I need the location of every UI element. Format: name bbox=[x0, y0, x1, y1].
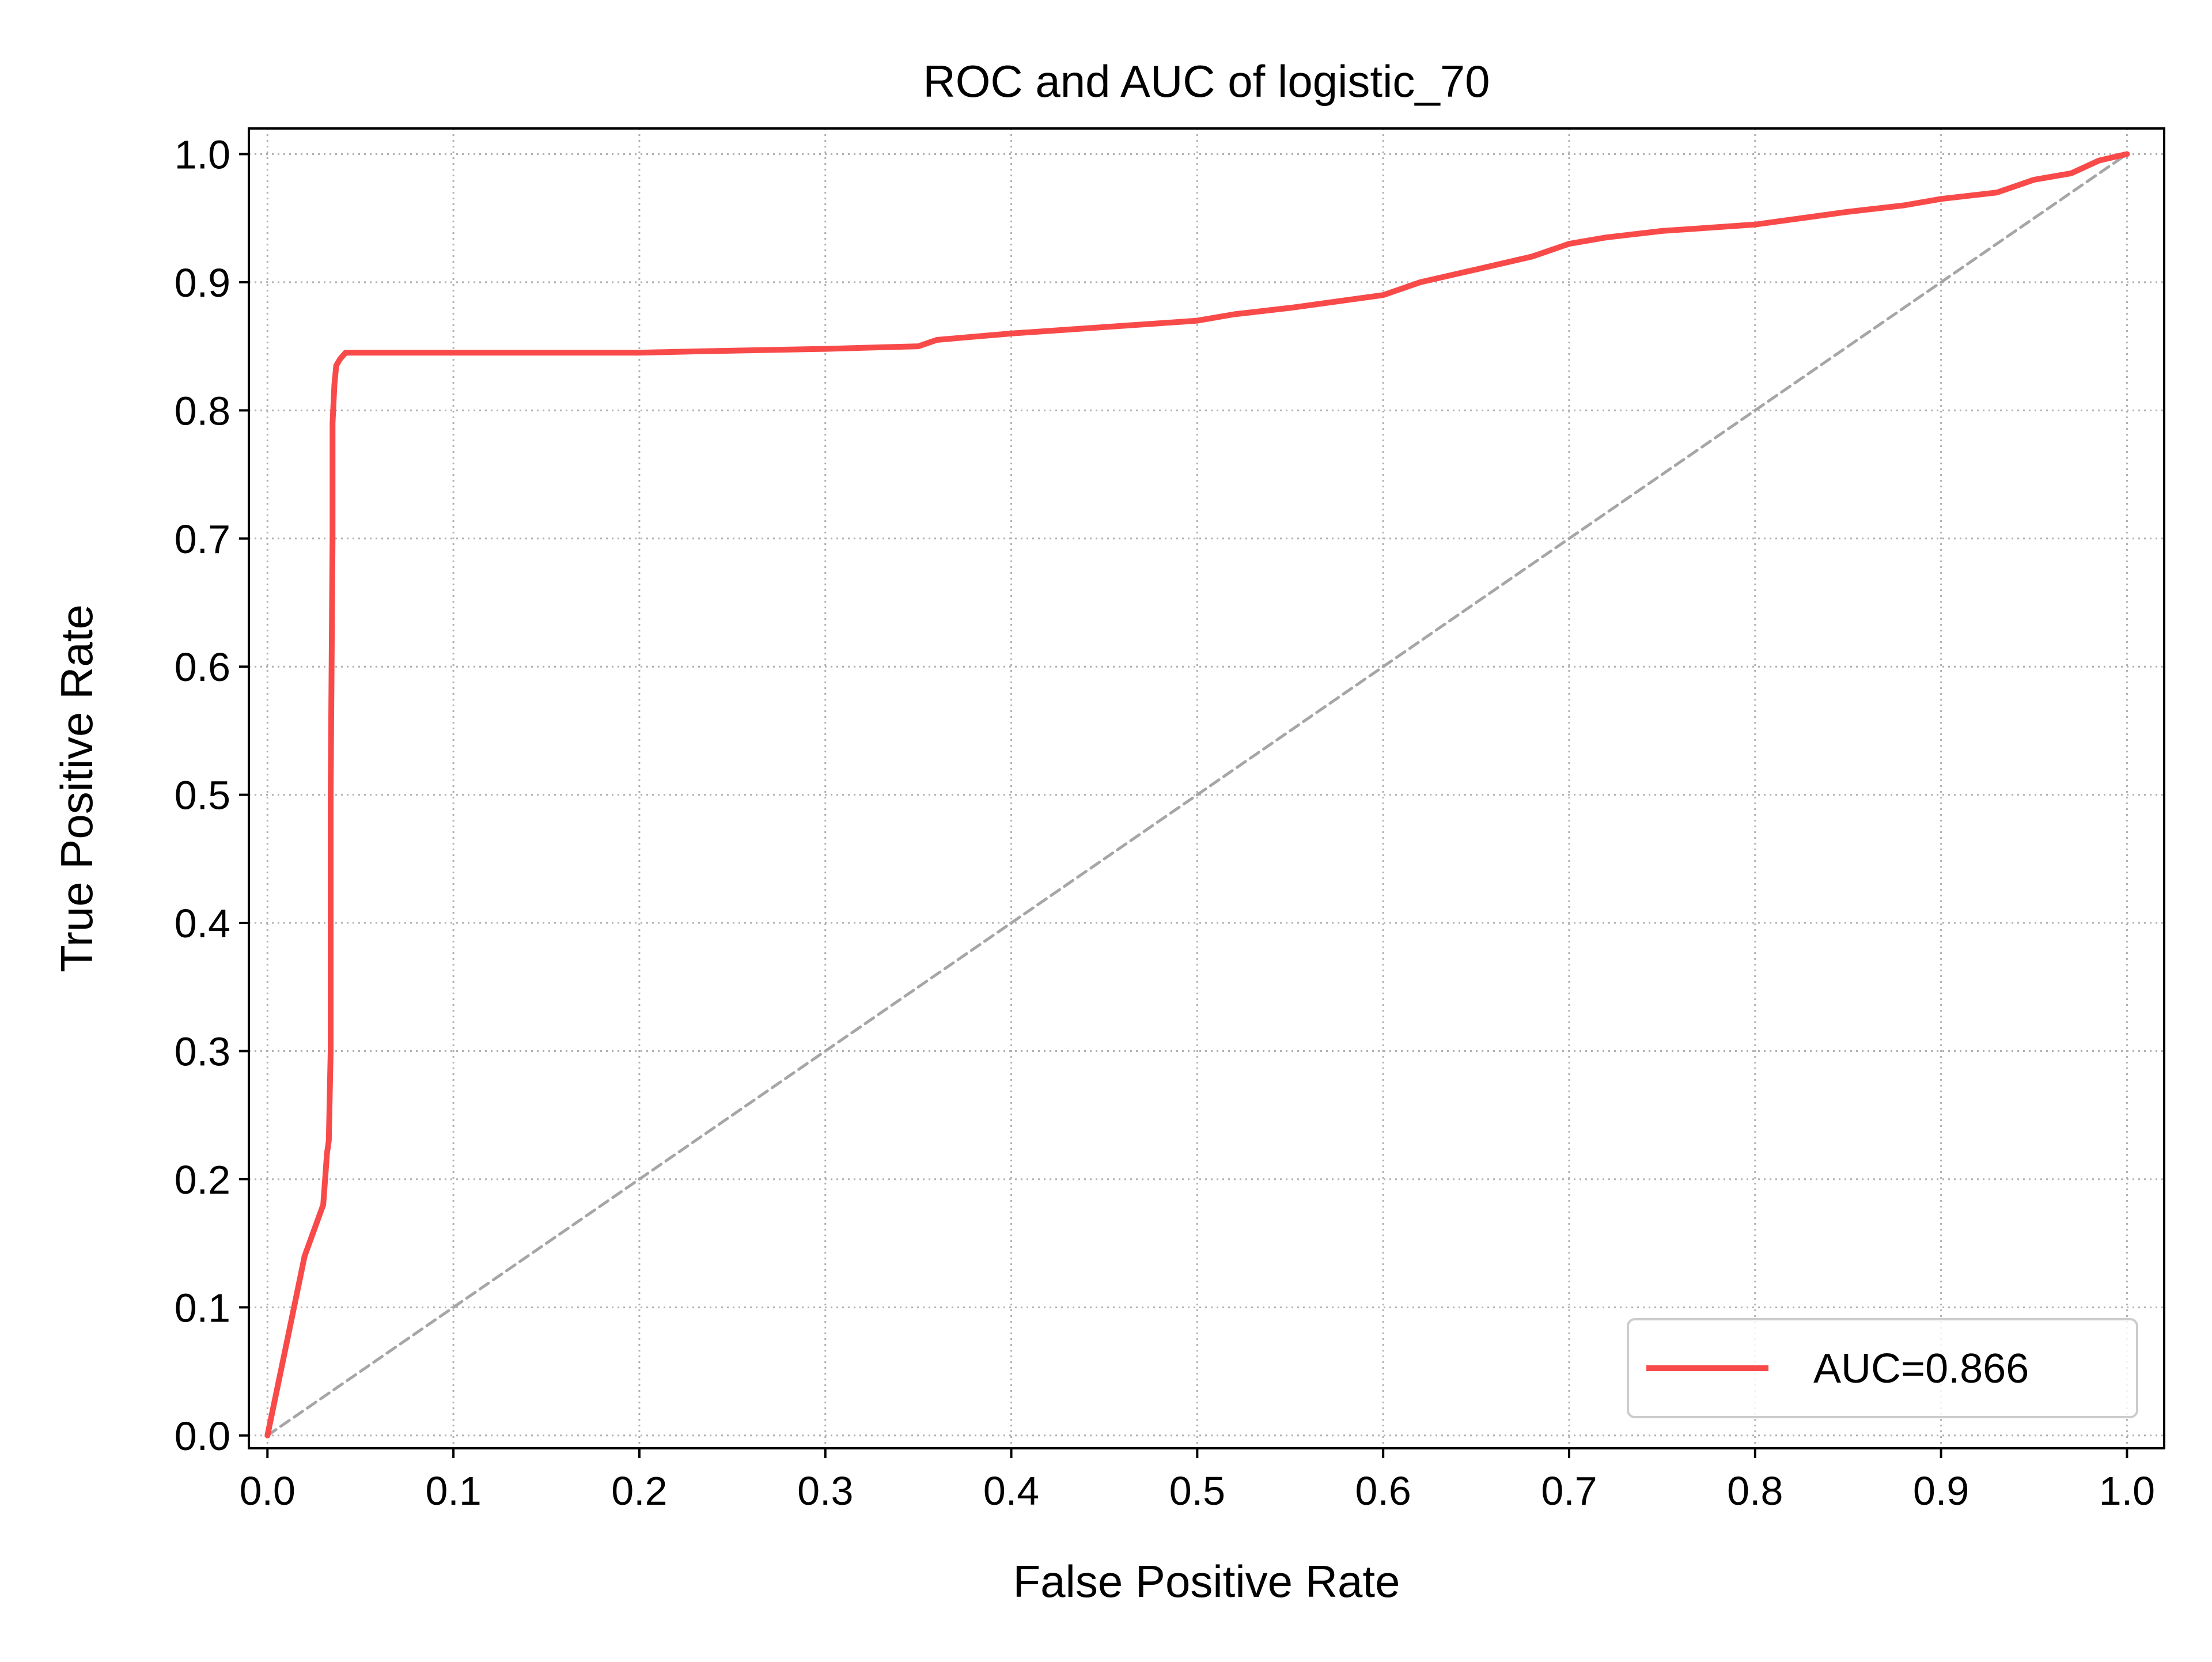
x-tick-label: 0.1 bbox=[425, 1468, 481, 1513]
x-tick-label: 0.6 bbox=[1355, 1468, 1411, 1513]
y-tick-label: 0.8 bbox=[175, 388, 230, 433]
y-tick-label: 0.2 bbox=[175, 1157, 230, 1202]
y-tick-label: 0.5 bbox=[175, 773, 230, 818]
plot-frame bbox=[248, 127, 2165, 1449]
x-tick-label: 0.2 bbox=[611, 1468, 667, 1513]
x-axis-label: False Positive Rate bbox=[1013, 1556, 1400, 1607]
tick-layer: 0.0 0.1 0.2 0.3 0.4 0.5 0.6 0.7 0.8 0.9 1.0 0.0 0.1 0… bbox=[175, 132, 2155, 1513]
x-tick-label: 0.4 bbox=[983, 1468, 1039, 1513]
legend: AUC=0.866 bbox=[1627, 1318, 2138, 1418]
y-tick-label: 0.6 bbox=[175, 645, 230, 690]
chart-title: ROC and AUC of logistic_70 bbox=[923, 56, 1490, 107]
x-tick-label: 0.7 bbox=[1541, 1468, 1597, 1513]
y-tick-label: 0.0 bbox=[175, 1414, 230, 1459]
x-tick-label: 0.3 bbox=[797, 1468, 853, 1513]
y-tick-label: 0.3 bbox=[175, 1029, 230, 1074]
x-tick-label: 0.5 bbox=[1169, 1468, 1225, 1513]
y-tick-label: 0.7 bbox=[175, 517, 230, 562]
roc-curve-line bbox=[264, 151, 2130, 1438]
x-tick-label: 0.0 bbox=[240, 1468, 296, 1513]
legend-box bbox=[1627, 1318, 2138, 1418]
series-layer bbox=[264, 151, 2130, 1438]
y-tick-label: 0.4 bbox=[175, 901, 230, 946]
x-tick-label: 1.0 bbox=[2099, 1468, 2155, 1513]
x-tick-label: 0.9 bbox=[1913, 1468, 1969, 1513]
y-tick-label: 0.1 bbox=[175, 1285, 230, 1330]
y-axis-label: True Positive Rate bbox=[51, 604, 102, 972]
chance-diagonal-line bbox=[266, 153, 2128, 1437]
legend-label: AUC=0.866 bbox=[1813, 1346, 2029, 1392]
x-tick-label: 0.8 bbox=[1727, 1468, 1783, 1513]
y-tick-label: 0.9 bbox=[175, 260, 230, 305]
y-tick-label: 1.0 bbox=[175, 132, 230, 177]
